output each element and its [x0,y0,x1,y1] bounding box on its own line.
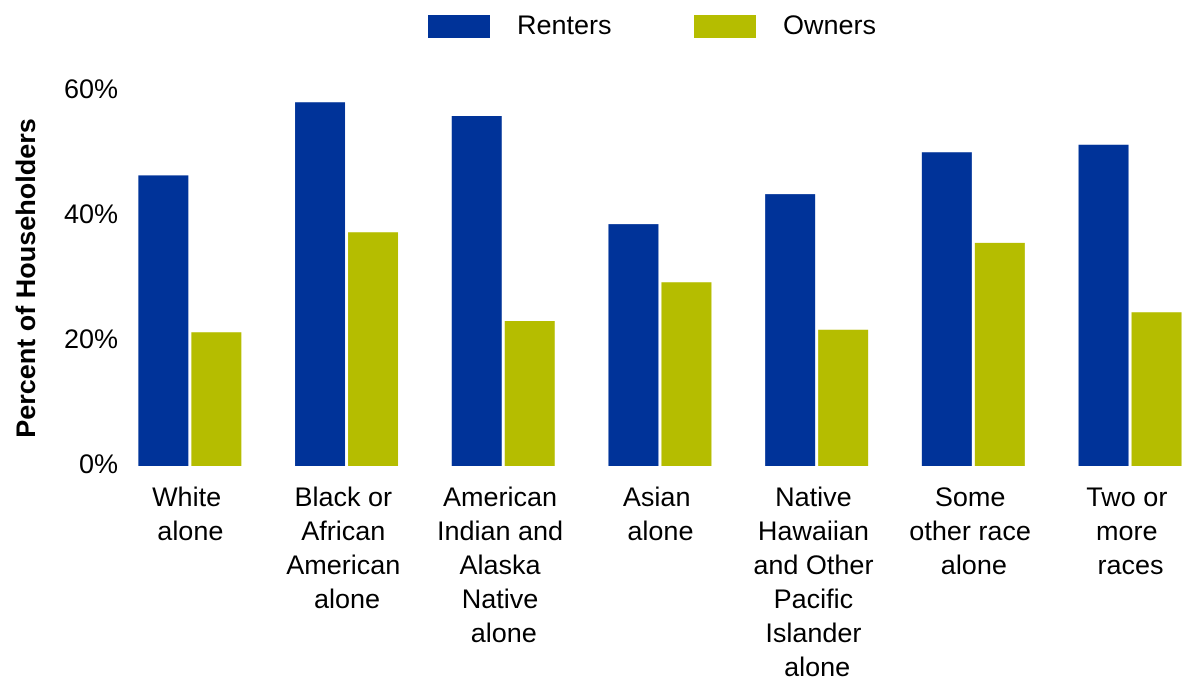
bar [1131,312,1182,466]
legend-swatch [428,15,490,38]
bar [974,242,1025,466]
bar [348,232,399,466]
bar [765,194,816,466]
legend-label: Owners [783,10,876,40]
x-tick-label: Some other race alone [909,482,1038,580]
bar [504,321,555,466]
bar [661,282,712,466]
bar [295,102,346,466]
y-tick-label: 40% [64,199,118,229]
x-tick-label: Native Hawaiian and Other Pacific Island… [753,482,881,682]
bar [451,116,502,466]
y-tick-label: 60% [64,74,118,104]
bar [138,175,189,466]
x-tick-label: American Indian and Alaska Native alone [437,482,571,648]
y-tick-label: 0% [79,449,118,479]
bar [921,152,972,466]
x-tick-label: White alone [152,482,229,546]
y-axis-title: Percent of Householders [11,118,41,438]
bar [191,332,242,466]
x-tick-label: Asian alone [623,482,698,546]
legend-swatch [694,15,756,38]
x-tick-label: Two or more races [1086,482,1175,580]
bar [1078,144,1129,466]
bar [818,329,869,466]
y-tick-label: 20% [64,324,118,354]
x-tick-label: Black or African American alone [286,482,408,614]
bar [608,224,659,466]
legend-label: Renters [517,10,612,40]
